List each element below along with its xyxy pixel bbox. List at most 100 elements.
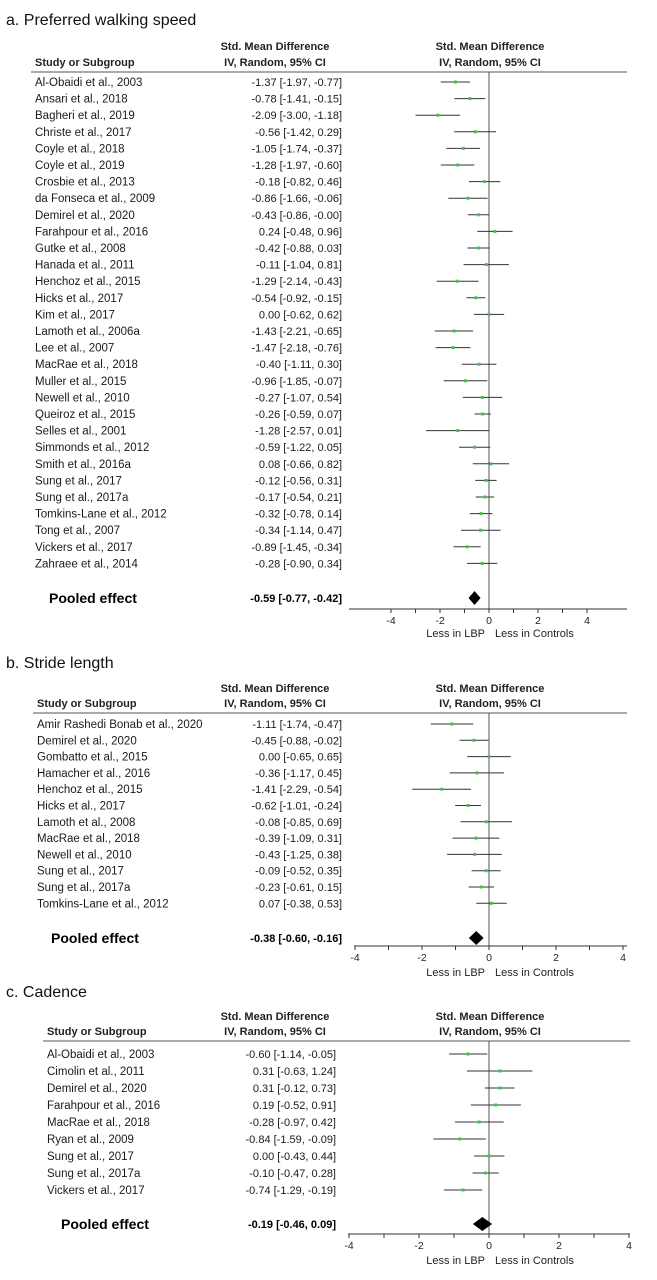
tick-label: 4 xyxy=(620,952,626,964)
estimate-point xyxy=(477,362,481,366)
study-name: Smith et al., 2016a xyxy=(35,459,131,471)
study-name: Tong et al., 2007 xyxy=(35,525,120,537)
study-ci: -1.11 [-1.74, -0.47] xyxy=(252,719,342,731)
study-ci: -1.47 [-2.18, -0.76] xyxy=(252,343,343,355)
study-ci: -0.28 [-0.97, 0.42] xyxy=(249,1117,336,1129)
estimate-point xyxy=(484,869,488,873)
estimate-point xyxy=(493,229,497,233)
estimate-point xyxy=(463,379,467,383)
estimate-point xyxy=(480,561,484,565)
study-ci: -0.32 [-0.78, 0.14] xyxy=(255,509,342,521)
study-name: Sung et al., 2017a xyxy=(37,882,131,894)
header-study: Study or Subgroup xyxy=(35,57,135,69)
tick-label: -4 xyxy=(386,615,395,627)
study-ci: -0.54 [-0.92, -0.15] xyxy=(252,293,343,305)
study-name: MacRae et al., 2018 xyxy=(47,1117,150,1129)
study-name: Lamoth et al., 2006a xyxy=(35,326,140,338)
study-name: Lee et al., 2007 xyxy=(35,343,114,355)
tick-label: 0 xyxy=(486,952,492,964)
study-name: Christe et al., 2017 xyxy=(35,127,132,139)
study-ci: 0.00 [-0.62, 0.62] xyxy=(259,309,342,321)
study-ci: -0.96 [-1.85, -0.07] xyxy=(252,376,343,388)
study-name: Queiroz et al., 2015 xyxy=(35,409,135,421)
tick-label: 0 xyxy=(486,1240,492,1252)
header-smd-left: Std. Mean Difference xyxy=(221,1011,330,1023)
study-name: Zahraee et al., 2014 xyxy=(35,558,139,570)
estimate-point xyxy=(481,412,485,416)
estimate-point xyxy=(473,130,477,134)
study-ci: -0.34 [-1.14, 0.47] xyxy=(255,525,342,537)
study-name: Farahpour et al., 2016 xyxy=(35,226,148,238)
estimate-point xyxy=(487,312,491,316)
estimate-point xyxy=(479,885,483,889)
estimate-point xyxy=(472,738,476,742)
study-name: Vickers et al., 2017 xyxy=(47,1185,145,1197)
pooled-diamond xyxy=(468,591,481,605)
study-ci: -1.37 [-1.97, -0.77] xyxy=(252,77,343,89)
estimate-point xyxy=(456,163,460,167)
pooled-label: Pooled effect xyxy=(61,1216,149,1232)
study-ci: -0.40 [-1.11, 0.30] xyxy=(256,359,342,371)
study-ci: 0.00 [-0.65, 0.65] xyxy=(259,752,342,764)
header-smd-right: Std. Mean Difference xyxy=(436,683,545,695)
estimate-point xyxy=(473,445,477,449)
study-ci: -1.05 [-1.74, -0.37] xyxy=(252,143,343,155)
study-name: Crosbie et al., 2013 xyxy=(35,177,135,189)
study-ci: -0.26 [-0.59, 0.07] xyxy=(255,409,342,421)
estimate-point xyxy=(475,771,479,775)
study-name: Coyle et al., 2018 xyxy=(35,143,125,155)
study-ci: -1.28 [-1.97, -0.60] xyxy=(252,160,343,172)
study-name: Henchoz et al., 2015 xyxy=(37,784,143,796)
tick-label: -2 xyxy=(435,615,444,627)
study-ci: -0.43 [-1.25, 0.38] xyxy=(255,849,342,861)
header-method-left: IV, Random, 95% CI xyxy=(224,1026,326,1038)
study-ci: -0.39 [-1.09, 0.31] xyxy=(255,833,342,845)
estimate-point xyxy=(484,820,488,824)
study-name: MacRae et al., 2018 xyxy=(35,359,138,371)
study-name: Sung et al., 2017a xyxy=(47,1168,141,1180)
study-ci: -0.62 [-1.01, -0.24] xyxy=(252,801,343,813)
study-ci: 0.19 [-0.52, 0.91] xyxy=(253,1100,336,1112)
pooled-ci: -0.38 [-0.60, -0.16] xyxy=(250,933,342,945)
study-name: Amir Rashedi Bonab et al., 2020 xyxy=(37,719,203,731)
study-ci: 0.00 [-0.43, 0.44] xyxy=(253,1151,336,1163)
header-study: Study or Subgroup xyxy=(47,1026,147,1038)
study-name: Newell et al., 2010 xyxy=(37,849,132,861)
study-ci: -0.42 [-0.88, 0.03] xyxy=(255,243,342,255)
estimate-point xyxy=(450,722,454,726)
study-name: Ryan et al., 2009 xyxy=(47,1134,134,1146)
study-name: Tomkins-Lane et al., 2012 xyxy=(37,898,169,910)
study-name: Simmonds et al., 2012 xyxy=(35,442,149,454)
estimate-point xyxy=(487,1154,491,1158)
estimate-point xyxy=(458,1137,462,1141)
estimate-point xyxy=(483,180,487,184)
pooled-ci: -0.59 [-0.77, -0.42] xyxy=(250,593,342,605)
estimate-point xyxy=(453,80,457,84)
estimate-point xyxy=(477,1120,481,1124)
pooled-diamond xyxy=(468,931,484,945)
study-name: Sung et al., 2017 xyxy=(35,475,122,487)
study-ci: 0.08 [-0.66, 0.82] xyxy=(259,459,342,471)
study-name: Bagheri et al., 2019 xyxy=(35,110,135,122)
study-name: Muller et al., 2015 xyxy=(35,376,126,388)
header-method-left: IV, Random, 95% CI xyxy=(224,698,326,710)
tick-label: 4 xyxy=(626,1240,632,1252)
estimate-point xyxy=(498,1086,502,1090)
estimate-point xyxy=(476,213,480,217)
tick-label: -2 xyxy=(417,952,426,964)
study-ci: -0.36 [-1.17, 0.45] xyxy=(255,768,342,780)
header-smd-right: Std. Mean Difference xyxy=(436,41,545,53)
estimate-point xyxy=(494,1103,498,1107)
header-method-left: IV, Random, 95% CI xyxy=(224,57,326,69)
estimate-point xyxy=(451,346,455,350)
estimate-point xyxy=(468,97,472,101)
study-ci: -0.18 [-0.82, 0.46] xyxy=(255,177,342,189)
study-name: Cimolin et al., 2011 xyxy=(47,1066,145,1078)
estimate-point xyxy=(461,146,465,150)
study-ci: -0.08 [-0.85, 0.69] xyxy=(255,817,342,829)
study-ci: -1.43 [-2.21, -0.65] xyxy=(252,326,343,338)
estimate-point xyxy=(474,836,478,840)
study-ci: -0.86 [-1.66, -0.06] xyxy=(252,193,343,205)
estimate-point xyxy=(498,1069,502,1073)
study-ci: -0.74 [-1.29, -0.19] xyxy=(246,1185,337,1197)
